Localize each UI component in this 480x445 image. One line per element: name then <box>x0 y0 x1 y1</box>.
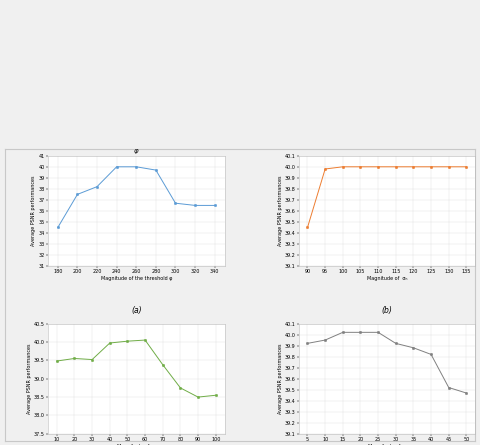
Y-axis label: Average PSNR performances: Average PSNR performances <box>27 344 32 414</box>
X-axis label: Magnitude of σᵍ: Magnitude of σᵍ <box>117 444 156 445</box>
Y-axis label: Average PSNR performances: Average PSNR performances <box>277 176 283 246</box>
Text: (b): (b) <box>382 306 392 315</box>
X-axis label: Magnitude of σᶜ: Magnitude of σᶜ <box>368 444 406 445</box>
Y-axis label: Average PSNR performances: Average PSNR performances <box>277 344 283 414</box>
Text: (a): (a) <box>131 306 142 315</box>
Title: φ: φ <box>134 148 139 154</box>
X-axis label: Magnitude of  σₙ: Magnitude of σₙ <box>367 276 407 281</box>
Y-axis label: Average PSNR performances: Average PSNR performances <box>32 176 36 246</box>
X-axis label: Magnitude of the threshold φ: Magnitude of the threshold φ <box>101 276 172 281</box>
